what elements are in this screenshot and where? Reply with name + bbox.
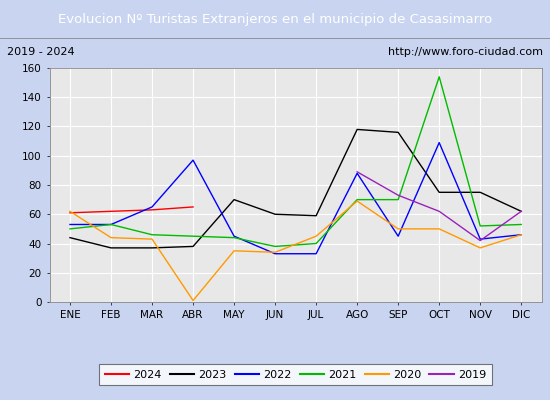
2022 bbox=[313, 251, 320, 256]
Line: 2019: 2019 bbox=[357, 172, 521, 240]
2021 bbox=[272, 244, 278, 249]
Line: 2021: 2021 bbox=[70, 77, 521, 246]
2021 bbox=[313, 241, 320, 246]
2020 bbox=[67, 209, 73, 214]
2019 bbox=[395, 193, 402, 198]
2023 bbox=[436, 190, 443, 195]
2022 bbox=[395, 234, 402, 238]
2021 bbox=[190, 234, 196, 238]
2020 bbox=[395, 226, 402, 231]
2022 bbox=[108, 222, 114, 227]
2020 bbox=[313, 234, 320, 238]
2022 bbox=[436, 140, 443, 145]
2020 bbox=[354, 199, 360, 204]
2019 bbox=[477, 238, 483, 243]
2021 bbox=[67, 226, 73, 231]
2023 bbox=[354, 127, 360, 132]
Text: http://www.foro-ciudad.com: http://www.foro-ciudad.com bbox=[388, 47, 543, 57]
2020 bbox=[436, 226, 443, 231]
2020 bbox=[190, 298, 196, 303]
2020 bbox=[148, 237, 155, 242]
Line: 2023: 2023 bbox=[70, 130, 521, 248]
2023 bbox=[518, 209, 525, 214]
2022 bbox=[67, 222, 73, 227]
2021 bbox=[108, 222, 114, 227]
Legend: 2024, 2023, 2022, 2021, 2020, 2019: 2024, 2023, 2022, 2021, 2020, 2019 bbox=[99, 364, 492, 385]
2023 bbox=[148, 246, 155, 250]
2023 bbox=[395, 130, 402, 135]
2021 bbox=[395, 197, 402, 202]
2020 bbox=[231, 248, 238, 253]
2020 bbox=[518, 232, 525, 237]
2022 bbox=[272, 251, 278, 256]
2021 bbox=[231, 235, 238, 240]
2022 bbox=[190, 158, 196, 162]
2021 bbox=[436, 74, 443, 79]
2021 bbox=[148, 232, 155, 237]
2020 bbox=[477, 246, 483, 250]
2023 bbox=[313, 213, 320, 218]
2022 bbox=[354, 171, 360, 176]
2020 bbox=[108, 235, 114, 240]
2019 bbox=[436, 209, 443, 214]
2021 bbox=[477, 224, 483, 228]
2023 bbox=[272, 212, 278, 217]
2022 bbox=[148, 204, 155, 209]
2021 bbox=[354, 197, 360, 202]
2023 bbox=[477, 190, 483, 195]
2023 bbox=[108, 246, 114, 250]
2022 bbox=[518, 232, 525, 237]
2021 bbox=[518, 222, 525, 227]
2023 bbox=[190, 244, 196, 249]
2022 bbox=[477, 237, 483, 242]
2022 bbox=[231, 234, 238, 238]
2019 bbox=[354, 170, 360, 174]
Text: Evolucion Nº Turistas Extranjeros en el municipio de Casasimarro: Evolucion Nº Turistas Extranjeros en el … bbox=[58, 12, 492, 26]
2023 bbox=[67, 235, 73, 240]
Line: 2022: 2022 bbox=[70, 142, 521, 254]
2023 bbox=[231, 197, 238, 202]
2019 bbox=[518, 209, 525, 214]
Text: 2019 - 2024: 2019 - 2024 bbox=[7, 47, 74, 57]
Line: 2020: 2020 bbox=[70, 201, 521, 300]
2020 bbox=[272, 250, 278, 255]
